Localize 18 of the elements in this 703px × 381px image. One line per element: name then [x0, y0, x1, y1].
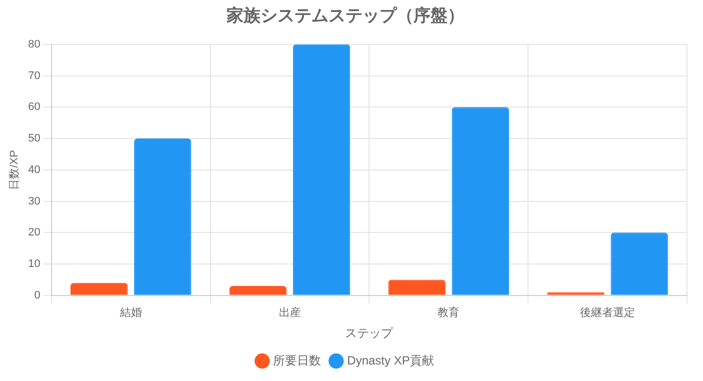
y-tick-label: 0 — [34, 289, 40, 302]
y-tick-label: 30 — [28, 195, 40, 208]
x-tick-label: 教育 — [438, 306, 460, 320]
legend-label: Dynasty XP貢献 — [347, 353, 434, 368]
x-tick-label: 後継者選定 — [580, 306, 636, 320]
y-tick-label: 10 — [28, 258, 40, 270]
x-tick-label: 出産 — [278, 306, 301, 320]
y-tick-label: 40 — [28, 164, 40, 176]
chart-title: 家族システムステップ（序盤） — [226, 6, 464, 25]
x-axis-title: ステップ — [345, 326, 394, 340]
legend-label: 所要日数 — [273, 353, 322, 368]
x-tick-label: 結婚 — [118, 307, 142, 320]
y-tick-label: 70 — [28, 70, 40, 82]
y-axis-title: 日数/XP — [8, 150, 21, 190]
y-tick-label: 50 — [28, 132, 40, 145]
y-tick-label: 60 — [28, 101, 40, 114]
y-tick-label: 80 — [28, 38, 40, 50]
y-tick-label: 20 — [28, 226, 40, 239]
